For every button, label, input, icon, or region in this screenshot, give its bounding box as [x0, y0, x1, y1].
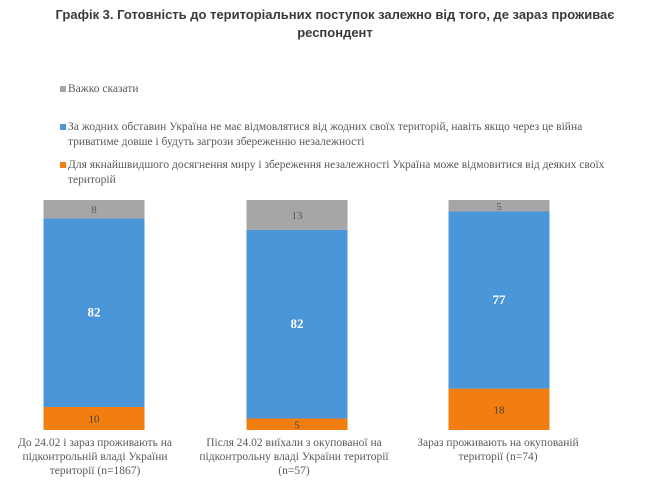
legend-label-no-concessions: За жодних обставин Україна не має відмов… — [68, 121, 583, 148]
legend-swatch-hard-to-say — [60, 86, 66, 92]
bar-segment-hard-to-say-1 — [43, 200, 145, 219]
legend-label-hard-to-say: Важко сказати — [68, 83, 139, 95]
bar-segment-concessions-1 — [43, 407, 145, 430]
bar-segment-no-concessions-2 — [246, 229, 348, 419]
data-label-concessions-2: 5 — [294, 419, 300, 431]
legend-item-hard-to-say: Важко сказати — [60, 82, 608, 97]
legend-swatch-no-concessions — [60, 124, 66, 130]
bar-segment-concessions-2 — [246, 418, 348, 430]
data-label-no-concessions-2: 82 — [291, 316, 304, 331]
bar-segment-hard-to-say-3 — [448, 200, 550, 212]
category-label-controlled: До 24.02 і зараз проживають на підконтро… — [18, 437, 172, 477]
data-label-hard-to-say-2: 13 — [292, 210, 304, 222]
data-label-no-concessions-3: 77 — [493, 292, 507, 307]
bar-segment-no-concessions-3 — [448, 211, 550, 389]
bar-segment-concessions-3 — [448, 388, 550, 430]
legend-label-concessions: Для якнайшвидшого досягнення миру і збер… — [68, 159, 605, 186]
legend-item-no-concessions: За жодних обставин Україна не має відмов… — [60, 120, 608, 150]
data-label-concessions-3: 18 — [494, 404, 506, 416]
bar-segment-hard-to-say-2 — [246, 200, 348, 230]
data-label-no-concessions-1: 82 — [88, 305, 101, 320]
data-label-concessions-1: 10 — [89, 414, 101, 426]
data-label-hard-to-say-1: 8 — [91, 204, 97, 216]
legend-item-concessions: Для якнайшвидшого досягнення миру і збер… — [60, 158, 608, 188]
category-label-occupied: Зараз проживають на окупованій території… — [417, 437, 579, 463]
data-label-hard-to-say-3: 5 — [496, 201, 502, 213]
chart-title: Графік 3. Готовність до територіальних п… — [55, 7, 615, 40]
legend-swatch-concessions — [60, 162, 66, 168]
bar-segment-no-concessions-1 — [43, 218, 145, 407]
category-label-moved: Після 24.02 виїхали з окупованої на підк… — [199, 437, 389, 477]
